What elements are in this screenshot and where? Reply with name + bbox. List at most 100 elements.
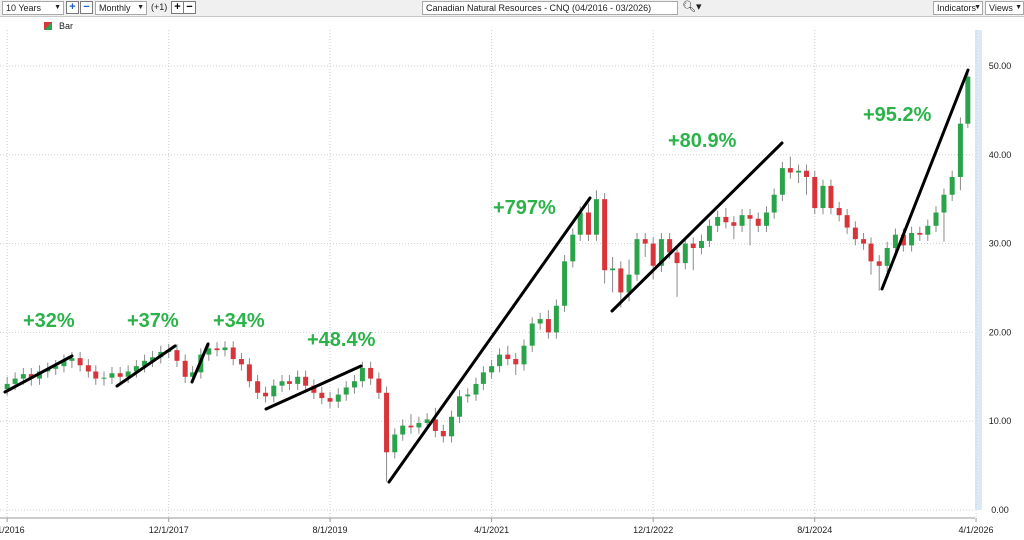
- candle-body: [408, 425, 414, 428]
- candle-body: [804, 170, 810, 177]
- legend-label: Bar: [59, 21, 73, 31]
- dropdown-arrow: ▼: [1015, 4, 1022, 11]
- x-tick-label: 12/1/2022: [633, 525, 673, 535]
- candle-body: [61, 360, 67, 367]
- candle-body: [214, 348, 220, 351]
- candle-body: [844, 215, 850, 228]
- annotation: +32%: [23, 310, 75, 332]
- candle-body: [634, 239, 640, 275]
- candle-body: [618, 268, 624, 293]
- candle-body: [279, 381, 285, 386]
- candle-body: [319, 392, 325, 399]
- annotation: +95.2%: [863, 104, 932, 126]
- candle-body: [440, 430, 446, 437]
- candle-body: [174, 350, 180, 361]
- candle-body: [238, 359, 244, 365]
- candle-body: [449, 416, 455, 437]
- candle-body: [674, 252, 680, 264]
- period-select[interactable]: 10 Years ▼: [2, 1, 64, 15]
- candle-body: [787, 168, 793, 173]
- chart: Bar +32% +37% +34% +48.4% +797% +80.9% +…: [0, 21, 1012, 535]
- candle-body: [755, 218, 761, 226]
- grid: [0, 30, 977, 518]
- candle-body: [723, 216, 729, 223]
- annotations: +32% +37% +34% +48.4% +797% +80.9% +95.2…: [23, 104, 932, 351]
- candle-body: [392, 434, 398, 453]
- dropdown-arrow: ▼: [974, 4, 981, 11]
- candle-body: [101, 377, 107, 379]
- candle-body: [642, 239, 648, 244]
- indicators-text: Indicators: [937, 3, 977, 13]
- candle-body: [828, 185, 834, 209]
- candle-body: [432, 419, 438, 431]
- candle-body: [125, 371, 131, 377]
- annotation: +80.9%: [668, 130, 737, 152]
- candle-body: [957, 123, 963, 177]
- candle-body: [246, 364, 252, 382]
- candle-body: [376, 378, 382, 393]
- views-button[interactable]: Views ▼: [985, 1, 1024, 15]
- candle-body: [343, 387, 349, 395]
- x-tick-label: 12/1/2017: [149, 525, 189, 535]
- trend-line: [880, 68, 970, 291]
- candle-body: [12, 378, 18, 384]
- candle-body: [909, 232, 915, 246]
- trend-line: [264, 364, 363, 411]
- candle-body: [142, 360, 148, 367]
- annotation: +797%: [493, 197, 556, 219]
- candle-body: [327, 398, 333, 402]
- candle-body: [763, 212, 769, 226]
- candle-body: [53, 366, 59, 369]
- candle-body: [949, 176, 955, 195]
- y-tick-label: 20.00: [989, 327, 1012, 337]
- candle-body: [335, 394, 341, 402]
- x-tick-label: 8/1/2019: [313, 525, 348, 535]
- candle-body: [230, 347, 236, 360]
- candle-body: [626, 274, 632, 293]
- candle-body: [602, 199, 608, 271]
- candle-body: [570, 234, 576, 262]
- chart-title: Canadian Natural Resources - CNQ (04/201…: [426, 3, 652, 13]
- interval-select[interactable]: Monthly ▼: [95, 1, 147, 15]
- candle-body: [513, 359, 519, 365]
- candles: [4, 73, 971, 482]
- candle-body: [861, 239, 867, 244]
- candle-body: [812, 176, 818, 209]
- y-tick-label: 10.00: [989, 416, 1012, 426]
- candle-body: [884, 248, 890, 266]
- indicators-button[interactable]: Indicators ▼: [933, 1, 983, 15]
- search-icon[interactable]: 🔍︎▾: [682, 1, 702, 13]
- candle-body: [368, 367, 374, 379]
- candle-body: [222, 347, 228, 351]
- candle-body: [416, 422, 422, 428]
- annotation: +34%: [213, 310, 265, 332]
- y-tick-label: 30.00: [989, 239, 1012, 249]
- candle-body: [852, 227, 858, 240]
- symbol-title-box[interactable]: Canadian Natural Resources - CNQ (04/201…: [422, 1, 678, 15]
- zoom-in-button[interactable]: +: [66, 1, 79, 14]
- trend-line: [190, 342, 210, 384]
- candle-body: [69, 358, 75, 361]
- toolbar: 10 Years ▼ + − Monthly ▼ (+1) + − Canadian…: [0, 0, 1024, 17]
- annotation: +37%: [127, 310, 179, 332]
- trend-line: [3, 354, 74, 394]
- candle-body: [489, 366, 495, 373]
- y-tick-label: 0.00: [991, 505, 1009, 515]
- candle-body: [351, 381, 357, 388]
- offset-minus-button[interactable]: −: [183, 1, 196, 14]
- candle-body: [109, 373, 115, 378]
- candle-body: [133, 366, 139, 372]
- candle-body: [868, 243, 874, 262]
- x-tick-label: 4/1/2016: [0, 525, 25, 535]
- candle-body: [303, 376, 309, 386]
- candle-body: [593, 199, 599, 235]
- zoom-out-button[interactable]: −: [80, 1, 93, 14]
- candle-body: [698, 240, 704, 249]
- candle-body: [577, 212, 583, 235]
- candle-body: [4, 383, 10, 390]
- candle-body: [480, 372, 486, 384]
- candle-body: [77, 358, 83, 366]
- trend-line: [610, 141, 784, 313]
- candle-body: [925, 225, 931, 235]
- candle-body: [610, 268, 616, 271]
